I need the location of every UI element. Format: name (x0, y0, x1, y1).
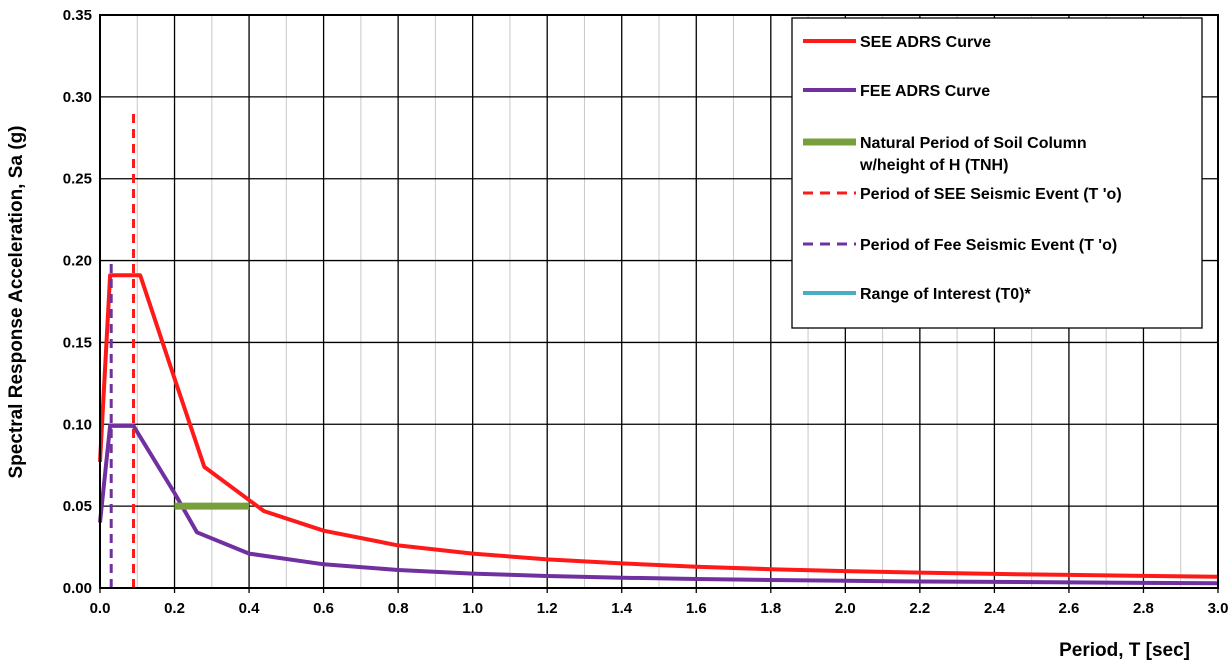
x-tick-label: 0.0 (90, 600, 111, 617)
y-tick-label: 0.05 (63, 498, 92, 515)
legend-box (791, 17, 1203, 329)
x-tick-label: 2.6 (1059, 600, 1080, 617)
plot-border (99, 14, 1219, 589)
y-tick-label: 0.10 (63, 416, 92, 433)
x-axis-label: Period, T [sec] (1059, 640, 1190, 661)
legend-label-4: Period of SEE Seismic Event (T 'o) (860, 186, 1122, 203)
series-lines (98, 113, 1219, 588)
x-tick-label: 0.4 (239, 600, 261, 617)
series-line-1 (98, 273, 1219, 579)
legend-label-2: FEE ADRS Curve (860, 83, 990, 100)
x-tick-label: 2.2 (909, 600, 930, 617)
y-tick-label: 0.35 (63, 7, 92, 24)
x-tick-label: 1.8 (760, 600, 781, 617)
x-tick-label: 3.0 (1208, 600, 1229, 617)
legend-label-3: Natural Period of Soil Column (860, 135, 1087, 152)
y-axis-label: Spectral Response Acceleration, Sa (g) (6, 125, 27, 478)
y-tick-label: 0.20 (63, 253, 92, 270)
x-tick-label: 0.6 (313, 600, 334, 617)
x-tick-label: 1.4 (611, 600, 633, 617)
x-tick-label: 1.0 (462, 600, 483, 617)
x-tick-label: 2.8 (1133, 600, 1154, 617)
y-tick-label: 0.30 (63, 89, 92, 106)
legend: SEE ADRS Curve FEE ADRS Curve Natural Peri… (791, 17, 1203, 329)
x-tick-label: 1.2 (537, 600, 558, 617)
legend-label-5: Period of Fee Seismic Event (T 'o) (860, 237, 1117, 254)
x-tick-label: 1.6 (686, 600, 707, 617)
legend-label-3: w/height of H (TNH) (859, 157, 1008, 174)
plot-frame (99, 14, 1219, 589)
x-tick-label: 2.0 (835, 600, 856, 617)
x-tick-label: 0.8 (388, 600, 409, 617)
series-line-2 (98, 423, 1219, 586)
x-tick-label: 2.4 (984, 600, 1006, 617)
y-tick-label: 0.00 (63, 580, 92, 597)
x-tick-label: 0.2 (164, 600, 185, 617)
tick-labels: 0.0 0.2 0.4 0.6 0.8 1.0 1.2 1.4 1.6 1.8 2.0 2.2 2.4 2… (63, 7, 1229, 617)
legend-label-1: SEE ADRS Curve (860, 34, 991, 51)
y-tick-label: 0.25 (63, 171, 92, 188)
legend-label-6: Range of Interest (T0)* (860, 286, 1031, 303)
y-tick-label: 0.15 (63, 334, 92, 351)
